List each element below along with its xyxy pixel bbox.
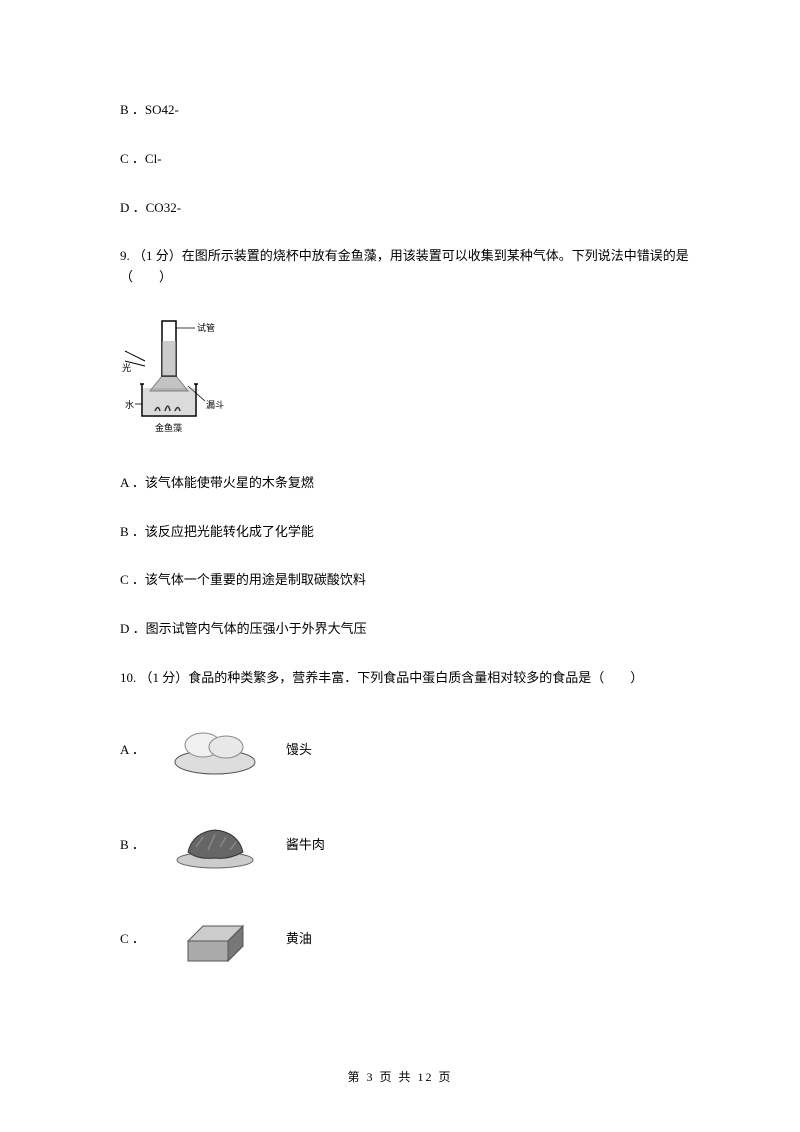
q10-option-a: A ． 馒头: [80, 717, 720, 784]
option-text: D ．CO32-: [120, 200, 181, 215]
q9-option-a: A ．该气体能使带火星的木条复燃: [80, 473, 720, 494]
page-footer: 第 3 页 共 12 页: [0, 1068, 800, 1087]
option-label: 黄油: [286, 929, 312, 950]
option-text: D ．图示试管内气体的压强小于外界大气压: [120, 621, 367, 636]
footer-text: 第 3 页 共 12 页: [347, 1070, 452, 1084]
q9-option-d: D ．图示试管内气体的压强小于外界大气压: [80, 619, 720, 640]
question-9: 9. （1 分）在图所示装置的烧杯中放有金鱼藻，用该装置可以收集到某种气体。下列…: [80, 246, 720, 288]
option-text: C ．Cl-: [120, 151, 162, 166]
option-text: A ．该气体能使带火星的木条复燃: [120, 475, 314, 490]
q9-option-b: B ．该反应把光能转化成了化学能: [80, 522, 720, 543]
option-d-prev: D ．CO32-: [80, 198, 720, 219]
apparatus-diagram: 光 试管 漏斗 水 金鱼藻: [120, 316, 720, 448]
option-letter: A ．: [120, 740, 145, 761]
butter-icon: [168, 906, 263, 973]
option-label: 馒头: [286, 740, 312, 761]
question-text: 9. （1 分）在图所示装置的烧杯中放有金鱼藻，用该装置可以收集到某种气体。下列…: [120, 248, 689, 284]
option-b-prev: B ．SO42-: [80, 100, 720, 121]
option-label: 酱牛肉: [286, 835, 325, 856]
beef-icon: [168, 812, 263, 879]
option-text: B ．SO42-: [120, 102, 179, 117]
option-letter: C ．: [120, 929, 145, 950]
apparatus-svg-icon: 光 试管 漏斗 水 金鱼藻: [120, 316, 230, 441]
label-funnel: 漏斗: [206, 399, 224, 410]
question-10: 10. （1 分）食品的种类繁多，营养丰富．下列食品中蛋白质含量相对较多的食品是…: [80, 668, 720, 689]
label-tube: 试管: [197, 322, 215, 333]
label-algae: 金鱼藻: [155, 422, 182, 433]
mantou-icon: [168, 717, 263, 784]
question-text: 10. （1 分）食品的种类繁多，营养丰富．下列食品中蛋白质含量相对较多的食品是…: [120, 670, 643, 685]
q10-option-c: C ． 黄油: [80, 906, 720, 973]
option-c-prev: C ．Cl-: [80, 149, 720, 170]
label-water: 水: [125, 399, 134, 410]
option-text: B ．该反应把光能转化成了化学能: [120, 524, 314, 539]
label-light: 光: [122, 362, 131, 373]
option-letter: B ．: [120, 835, 145, 856]
q10-option-b: B ． 酱牛肉: [80, 812, 720, 879]
q9-option-c: C ．该气体一个重要的用途是制取碳酸饮料: [80, 570, 720, 591]
option-text: C ．该气体一个重要的用途是制取碳酸饮料: [120, 572, 366, 587]
